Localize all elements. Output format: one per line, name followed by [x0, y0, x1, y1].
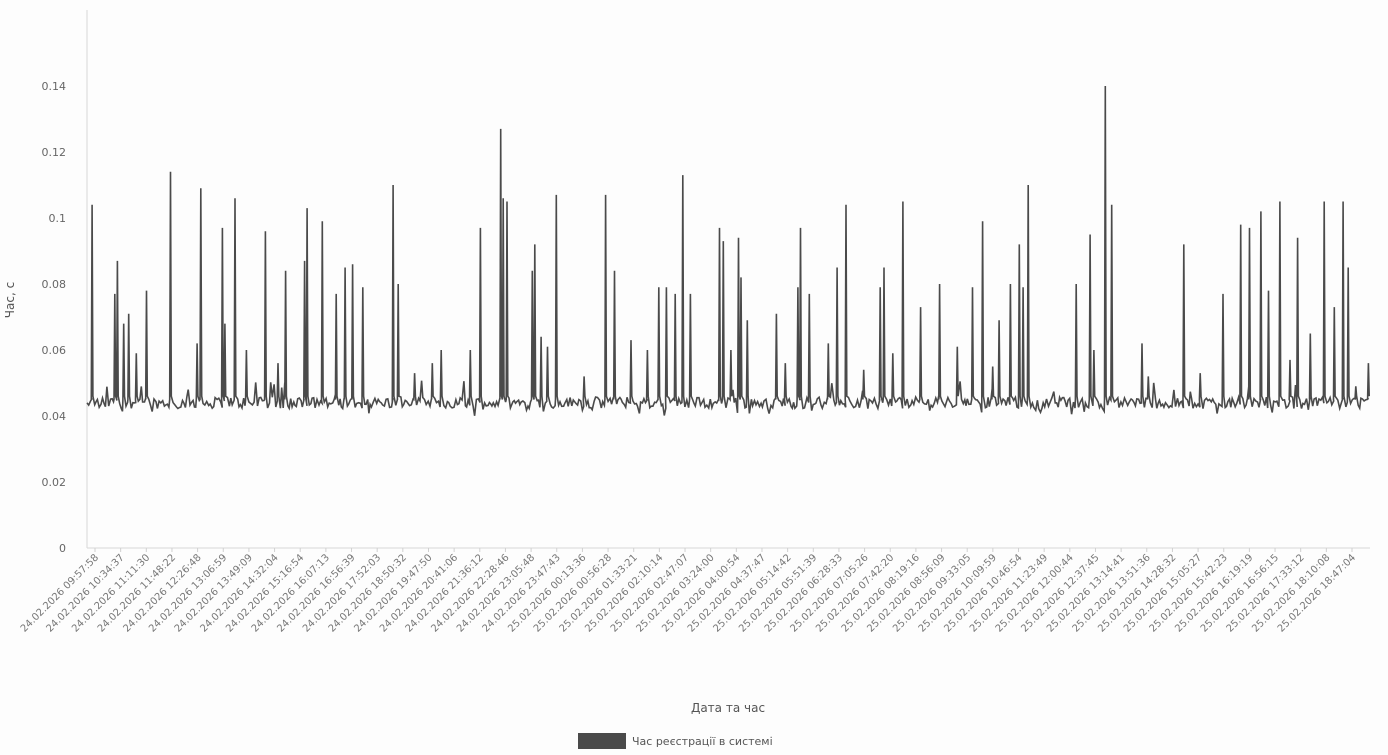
y-tick-label: 0.1 [49, 212, 67, 225]
y-tick-label: 0.08 [42, 278, 67, 291]
y-tick-label: 0 [59, 542, 66, 555]
y-tick-label: 0.06 [42, 344, 67, 357]
y-axis-ticks: 0 0.02 0.04 0.06 0.08 0.1 0.12 0.14 [42, 80, 67, 555]
y-tick-label: 0.02 [42, 476, 67, 489]
series-line [86, 85, 1370, 416]
legend: Час реєстрації в системі [578, 733, 773, 749]
x-axis-title: Дата та час [691, 701, 765, 715]
y-tick-label: 0.12 [42, 146, 67, 159]
legend-label: Час реєстрації в системі [632, 735, 773, 748]
legend-swatch [578, 733, 626, 749]
y-tick-label: 0.04 [42, 410, 67, 423]
y-axis-title: Час, с [3, 282, 17, 318]
y-tick-label: 0.14 [42, 80, 67, 93]
